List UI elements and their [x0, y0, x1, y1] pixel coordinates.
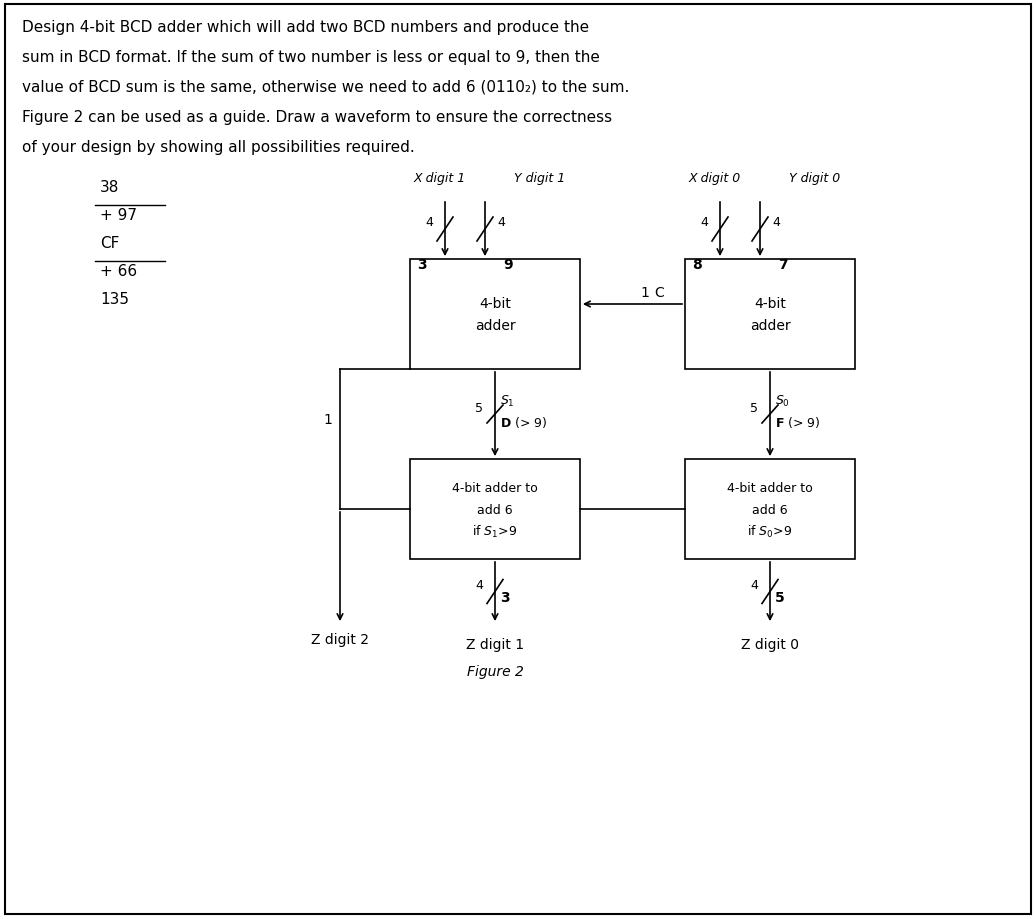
Text: 4: 4: [476, 578, 483, 591]
Text: 3: 3: [418, 257, 427, 272]
Text: 4-bit adder to: 4-bit adder to: [727, 481, 813, 494]
Text: adder: adder: [750, 319, 790, 333]
Text: $S_0$: $S_0$: [775, 393, 789, 408]
Text: sum in BCD format. If the sum of two number is less or equal to 9, then the: sum in BCD format. If the sum of two num…: [22, 50, 600, 65]
Text: 1: 1: [640, 286, 650, 300]
Bar: [410, 260, 580, 369]
Bar: [685, 260, 855, 369]
Text: Z digit 2: Z digit 2: [311, 632, 369, 646]
Text: if $S_0$>9: if $S_0$>9: [747, 524, 793, 539]
Text: Z digit 0: Z digit 0: [741, 637, 799, 652]
Text: 3: 3: [500, 590, 510, 605]
Text: 4: 4: [750, 578, 758, 591]
Text: 1: 1: [323, 413, 332, 426]
Text: 5: 5: [775, 590, 784, 605]
Text: Y digit 1: Y digit 1: [515, 172, 566, 185]
Text: 4-bit adder to: 4-bit adder to: [452, 481, 538, 494]
Text: C: C: [655, 286, 664, 300]
Text: Z digit 1: Z digit 1: [466, 637, 524, 652]
Text: 4: 4: [772, 216, 780, 229]
Text: $S_1$: $S_1$: [500, 393, 515, 408]
Text: X digit 0: X digit 0: [689, 172, 741, 185]
Text: 7: 7: [778, 257, 787, 272]
Bar: [410, 460, 580, 560]
Text: $\bf{D}$ (> 9): $\bf{D}$ (> 9): [500, 415, 547, 430]
Text: 38: 38: [100, 180, 119, 195]
Bar: [685, 460, 855, 560]
Text: Figure 2 can be used as a guide. Draw a waveform to ensure the correctness: Figure 2 can be used as a guide. Draw a …: [22, 110, 612, 125]
Text: 5: 5: [750, 403, 758, 415]
Text: $\bf{F}$ (> 9): $\bf{F}$ (> 9): [775, 415, 821, 430]
Text: Figure 2: Figure 2: [466, 664, 523, 678]
Text: Y digit 0: Y digit 0: [789, 172, 840, 185]
Text: add 6: add 6: [478, 503, 513, 516]
Text: + 66: + 66: [100, 264, 137, 278]
Text: 4-bit: 4-bit: [754, 297, 786, 311]
Text: 5: 5: [474, 403, 483, 415]
Text: X digit 1: X digit 1: [413, 172, 466, 185]
Text: Design 4-bit BCD adder which will add two BCD numbers and produce the: Design 4-bit BCD adder which will add tw…: [22, 20, 589, 35]
Text: 4: 4: [700, 216, 708, 229]
Text: 135: 135: [100, 291, 130, 307]
Text: 8: 8: [692, 257, 702, 272]
Text: 9: 9: [503, 257, 513, 272]
Text: 4: 4: [497, 216, 505, 229]
Text: + 97: + 97: [100, 208, 137, 222]
Text: of your design by showing all possibilities required.: of your design by showing all possibilit…: [22, 140, 414, 154]
Text: 4: 4: [425, 216, 433, 229]
Text: if $S_1$>9: if $S_1$>9: [472, 524, 518, 539]
Text: add 6: add 6: [752, 503, 787, 516]
Text: value of BCD sum is the same, otherwise we need to add 6 (0110₂) to the sum.: value of BCD sum is the same, otherwise …: [22, 80, 630, 95]
Text: CF: CF: [100, 236, 119, 251]
Text: adder: adder: [474, 319, 515, 333]
Text: 4-bit: 4-bit: [479, 297, 511, 311]
